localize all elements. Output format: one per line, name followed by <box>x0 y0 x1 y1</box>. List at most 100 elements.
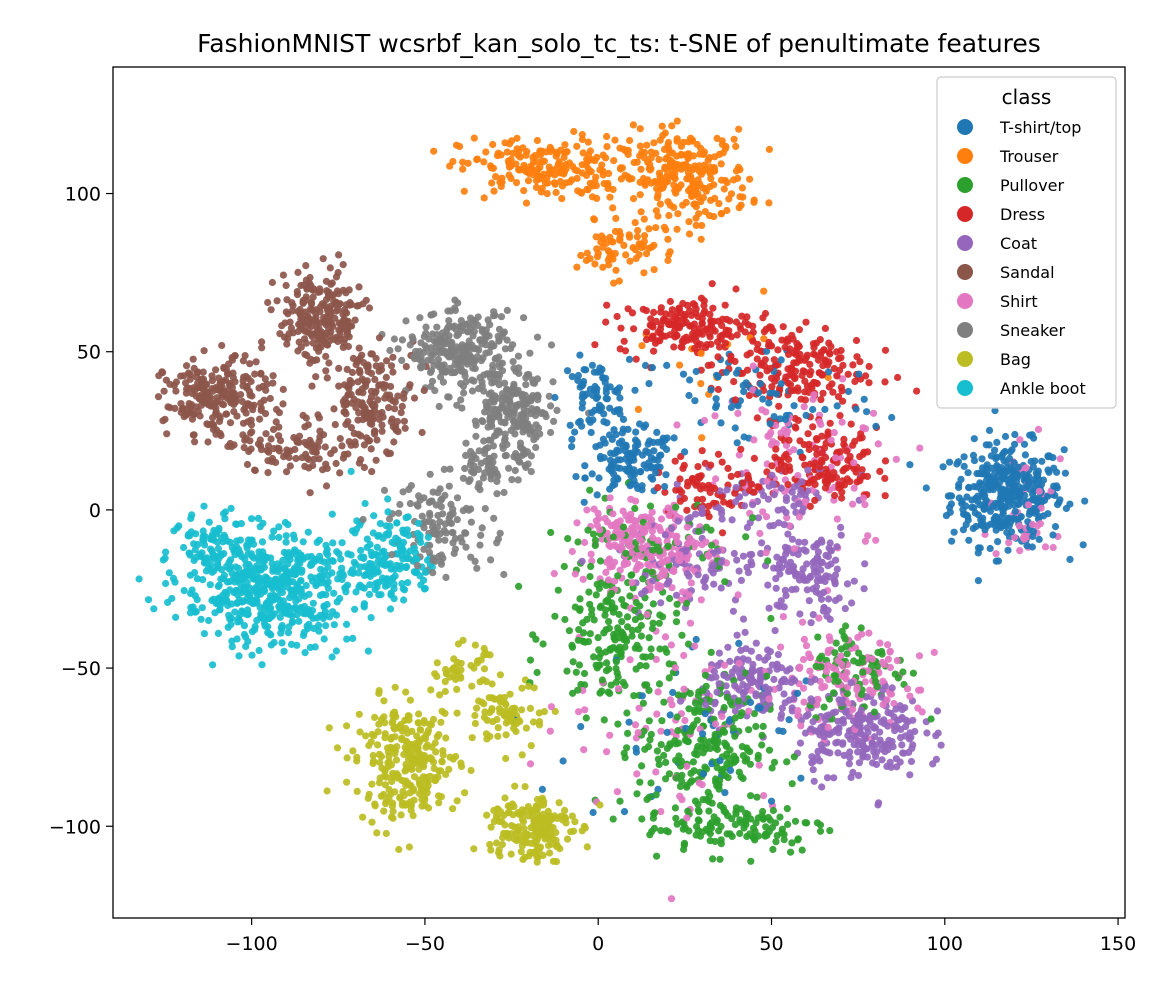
scatter-point-shirt <box>745 707 753 715</box>
scatter-point-coat <box>803 560 811 568</box>
scatter-point-pullover <box>706 837 714 845</box>
scatter-point-coat <box>758 539 766 547</box>
scatter-point-pullover <box>572 668 580 676</box>
scatter-point-coat <box>833 565 841 573</box>
scatter-point-coat <box>782 496 791 505</box>
scatter-point-pullover <box>628 571 636 579</box>
scatter-point-sandal <box>279 400 287 408</box>
scatter-point-sandal <box>355 388 363 396</box>
scatter-point-ankle-boot <box>363 535 371 543</box>
scatter-point-coat <box>848 599 856 607</box>
scatter-point-dress <box>784 337 792 345</box>
scatter-point-ankle-boot <box>200 630 208 638</box>
scatter-point-ankle-boot <box>364 647 372 655</box>
scatter-point-pullover <box>605 618 613 626</box>
scatter-point-sneaker <box>489 412 498 420</box>
scatter-point-dress <box>806 360 814 368</box>
scatter-point-dress <box>810 475 818 483</box>
scatter-point-trouser <box>631 219 639 227</box>
scatter-point-ankle-boot <box>164 598 172 607</box>
scatter-point-bag <box>453 797 461 805</box>
scatter-point-dress <box>632 355 640 363</box>
scatter-point-pullover <box>628 632 636 640</box>
scatter-point-pullover <box>764 557 772 565</box>
scatter-point-sandal <box>351 441 359 449</box>
scatter-point-pullover <box>609 815 617 823</box>
scatter-point-coat <box>823 774 832 782</box>
scatter-point-sneaker <box>472 421 480 429</box>
scatter-point-trouser <box>573 142 581 150</box>
scatter-point-sandal <box>372 456 380 464</box>
scatter-point-t-shirt-top <box>947 500 956 508</box>
scatter-point-sneaker <box>441 491 449 499</box>
scatter-point-pullover <box>580 669 589 678</box>
scatter-point-shirt <box>652 655 660 664</box>
scatter-point-shirt <box>750 436 758 444</box>
scatter-point-t-shirt-top <box>779 727 787 736</box>
scatter-point-sandal <box>387 362 396 370</box>
scatter-point-sneaker <box>466 476 474 484</box>
scatter-point-sneaker <box>433 523 442 531</box>
scatter-point-sandal <box>218 341 226 350</box>
scatter-point-pullover <box>838 627 846 636</box>
scatter-point-shirt <box>667 641 676 649</box>
scatter-point-bag <box>568 812 577 820</box>
scatter-point-sneaker <box>359 515 367 524</box>
scatter-point-dress <box>833 448 841 456</box>
scatter-point-dress <box>694 463 702 471</box>
scatter-point-sneaker <box>493 490 501 498</box>
scatter-point-coat <box>685 572 693 580</box>
scatter-point-pullover <box>662 758 670 767</box>
scatter-point-coat <box>817 536 825 544</box>
scatter-point-ankle-boot <box>227 556 235 564</box>
scatter-point-trouser <box>551 180 559 188</box>
scatter-point-trouser <box>765 199 773 207</box>
scatter-point-bag <box>371 713 379 722</box>
scatter-point-shirt <box>609 510 617 518</box>
scatter-point-ankle-boot <box>295 617 303 625</box>
scatter-point-pullover <box>650 810 658 818</box>
scatter-point-shirt <box>608 562 616 571</box>
scatter-point-ankle-boot <box>390 595 398 603</box>
scatter-point-dress <box>730 378 738 386</box>
scatter-point-sandal <box>269 425 278 434</box>
scatter-point-t-shirt-top <box>654 456 662 464</box>
scatter-point-bag <box>483 735 491 743</box>
scatter-point-bag <box>414 719 423 727</box>
scatter-point-ankle-boot <box>162 548 170 556</box>
scatter-point-sneaker <box>500 570 508 579</box>
scatter-point-t-shirt-top <box>632 428 640 436</box>
scatter-point-coat <box>809 766 817 774</box>
scatter-point-ankle-boot <box>301 592 309 601</box>
scatter-point-dress <box>865 362 873 371</box>
scatter-point-t-shirt-top <box>582 366 590 374</box>
scatter-point-sandal <box>334 269 342 277</box>
scatter-point-trouser <box>707 175 715 183</box>
scatter-point-sandal <box>367 369 376 377</box>
scatter-point-sandal <box>251 370 259 378</box>
scatter-point-sneaker <box>488 422 496 430</box>
scatter-point-sneaker <box>517 411 525 419</box>
scatter-point-bag <box>445 765 453 774</box>
scatter-point-sandal <box>172 387 180 395</box>
scatter-point-t-shirt-top <box>616 410 624 418</box>
scatter-point-dress <box>747 480 755 488</box>
scatter-point-sneaker <box>475 385 483 393</box>
scatter-point-pullover <box>621 643 629 651</box>
scatter-point-coat <box>764 581 772 589</box>
scatter-point-pullover <box>673 609 681 617</box>
scatter-point-t-shirt-top <box>663 361 671 369</box>
scatter-point-sandal <box>361 382 370 390</box>
scatter-point-sneaker <box>501 419 509 427</box>
scatter-point-bag <box>373 829 381 837</box>
scatter-point-shirt <box>652 768 660 776</box>
scatter-point-t-shirt-top <box>733 439 741 447</box>
scatter-point-sandal <box>336 469 344 477</box>
scatter-point-trouser <box>529 153 537 161</box>
scatter-point-pullover <box>596 689 604 697</box>
scatter-point-shirt <box>874 440 882 448</box>
scatter-point-bag <box>367 738 375 746</box>
scatter-point-shirt <box>799 684 808 692</box>
scatter-point-shirt <box>802 642 811 650</box>
scatter-point-trouser <box>534 165 542 173</box>
